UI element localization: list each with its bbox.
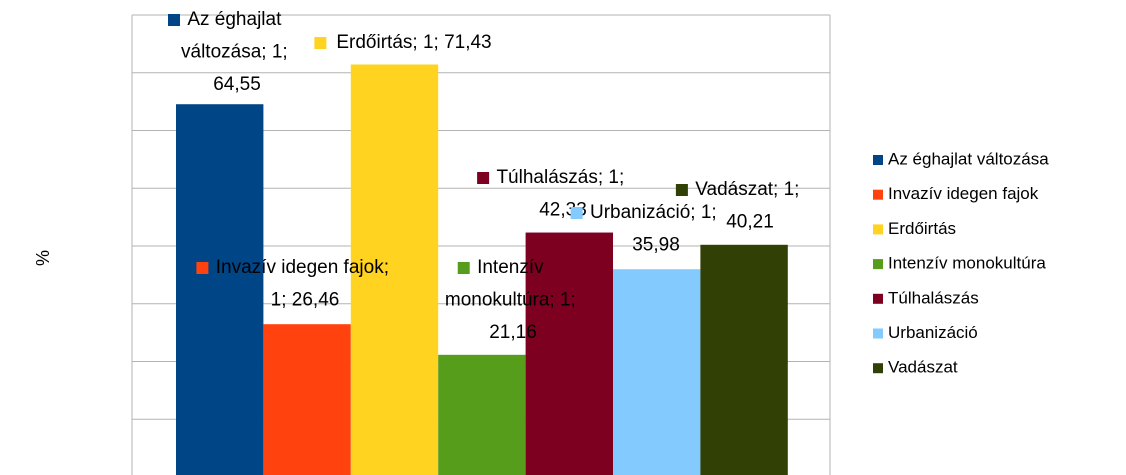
data-label: Erdőirtás; 1; 71,43 bbox=[336, 32, 491, 53]
legend-label: Intenzív monokultúra bbox=[888, 254, 1046, 273]
bar bbox=[438, 354, 526, 475]
bar bbox=[525, 232, 613, 475]
data-label: Az éghajlat változása; 1; 64,55 bbox=[181, 9, 293, 95]
legend-label: Erdőirtás bbox=[888, 219, 956, 238]
legend-label: Vadászat bbox=[888, 358, 958, 377]
label-marker bbox=[314, 37, 327, 49]
bar bbox=[350, 64, 439, 475]
y-axis-label: % bbox=[33, 250, 53, 266]
label-marker bbox=[196, 262, 209, 274]
bar bbox=[700, 244, 788, 475]
legend-label: Invazív idegen fajok bbox=[888, 184, 1039, 203]
legend-label: Az éghajlat változása bbox=[888, 149, 1049, 168]
data-label: Vadászat; 1; 40,21 bbox=[695, 179, 805, 233]
legend-marker bbox=[873, 328, 883, 339]
label-marker bbox=[457, 262, 470, 274]
bar bbox=[613, 269, 701, 475]
legend-marker bbox=[873, 224, 883, 235]
legend-label: Túlhalászás bbox=[888, 288, 979, 307]
data-label: Intenzív monokultúra; 1; 21,16 bbox=[445, 257, 581, 343]
label-marker bbox=[167, 14, 180, 26]
data-label: Invazív idegen fajok; 1; 26,46 bbox=[216, 257, 395, 311]
legend-marker bbox=[873, 363, 883, 374]
label-marker bbox=[477, 172, 490, 184]
data-label: Urbanizáció; 1; 35,98 bbox=[590, 202, 722, 256]
legend-marker bbox=[873, 189, 883, 200]
bar bbox=[176, 104, 264, 475]
label-marker bbox=[570, 207, 583, 219]
bar bbox=[263, 324, 351, 475]
legend-label: Urbanizáció bbox=[888, 323, 978, 342]
label-marker bbox=[675, 184, 688, 196]
legend-marker bbox=[873, 259, 883, 270]
legend-marker bbox=[873, 155, 883, 165]
legend-marker bbox=[873, 293, 883, 304]
